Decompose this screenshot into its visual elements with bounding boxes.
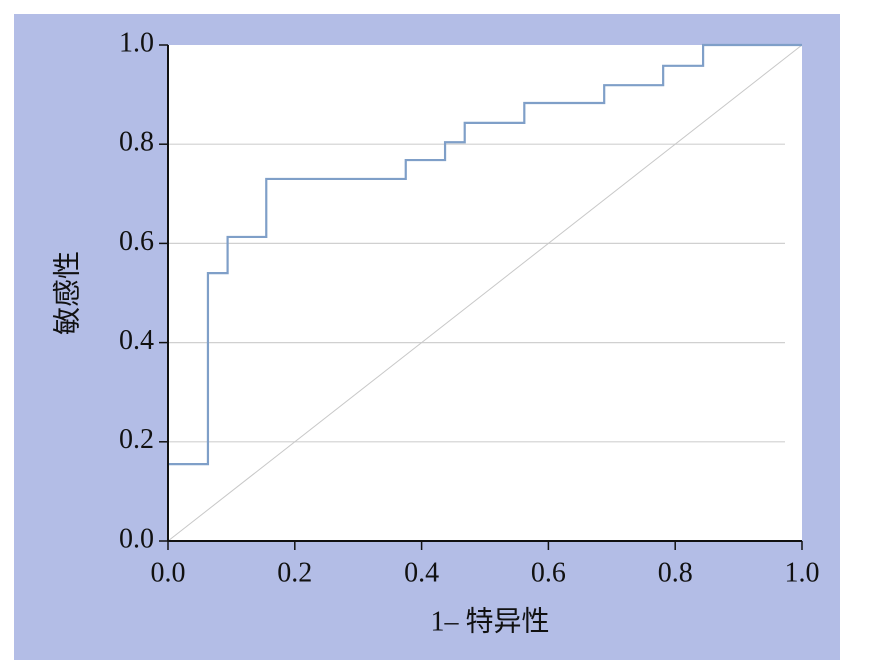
- y-tick-label: 0.4: [119, 325, 154, 356]
- x-tick-label: 0.6: [531, 557, 566, 588]
- x-tick-label: 0.4: [404, 557, 439, 588]
- y-tick-label: 1.0: [119, 27, 154, 58]
- roc-curve: [168, 43, 802, 466]
- x-tick-label: 0.2: [277, 557, 312, 588]
- x-tick-label: 1.0: [785, 557, 820, 588]
- y-axis-label: 敏感性: [51, 251, 83, 335]
- x-axis-label: 1– 特异性: [430, 605, 549, 637]
- x-tick-label: 0.8: [658, 557, 693, 588]
- y-tick-label: 0.8: [119, 127, 154, 158]
- reference-line: [167, 44, 803, 542]
- y-tick-label: 0.0: [119, 523, 154, 554]
- x-tick-label: 0.0: [151, 557, 186, 588]
- y-tick-label: 0.2: [119, 424, 154, 455]
- y-tick-label: 0.6: [119, 226, 154, 257]
